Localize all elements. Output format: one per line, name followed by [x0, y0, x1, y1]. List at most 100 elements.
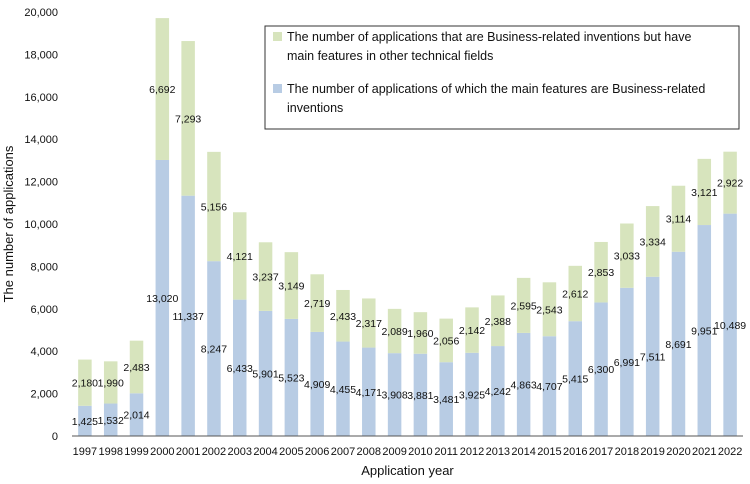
data-label-main-features: 6,433 [227, 363, 253, 375]
legend-swatch [273, 32, 282, 41]
data-label-other-fields: 2,922 [717, 178, 743, 190]
legend-label: main features in other technical fields [287, 49, 493, 63]
y-tick-label: 14,000 [24, 134, 58, 146]
y-tick-label: 4,000 [30, 346, 58, 358]
data-label-main-features: 13,020 [146, 293, 178, 305]
legend-label: inventions [287, 101, 343, 115]
data-label-other-fields: 2,142 [459, 325, 485, 337]
y-tick-label: 6,000 [30, 304, 58, 316]
x-tick-label: 2016 [563, 446, 587, 458]
y-tick-label: 12,000 [24, 177, 58, 189]
x-tick-label: 2014 [511, 446, 535, 458]
y-tick-label: 16,000 [24, 92, 58, 104]
y-tick-label: 0 [52, 431, 58, 443]
x-tick-label: 2019 [640, 446, 664, 458]
x-tick-label: 2017 [589, 446, 613, 458]
y-tick-label: 8,000 [30, 261, 58, 273]
data-label-other-fields: 3,237 [252, 272, 278, 284]
data-labels: 1,425 2,180 1,532 1,990 2,014 2,483 13,020 6,69… [72, 84, 747, 428]
legend-label: The number of applications that are Busi… [287, 30, 691, 44]
x-axis-title: Application year [361, 463, 454, 478]
x-tick-label: 2015 [537, 446, 561, 458]
data-label-main-features: 4,455 [330, 384, 356, 396]
x-tick-label: 2010 [408, 446, 432, 458]
data-label-other-fields: 1,960 [407, 328, 433, 340]
data-label-main-features: 8,247 [201, 344, 227, 356]
x-tick-label: 2012 [460, 446, 484, 458]
x-tick-label: 1999 [124, 446, 148, 458]
data-label-main-features: 4,171 [356, 387, 382, 399]
data-label-main-features: 2,014 [123, 410, 149, 422]
x-tick-label: 2002 [202, 446, 226, 458]
x-tick-label: 1997 [73, 446, 97, 458]
data-label-other-fields: 1,990 [98, 377, 124, 389]
y-tick-label: 18,000 [24, 49, 58, 61]
legend-label: The number of applications of which the … [287, 82, 705, 96]
data-label-main-features: 10,489 [714, 320, 746, 332]
data-label-main-features: 1,425 [72, 416, 98, 428]
x-tick-label: 2013 [486, 446, 510, 458]
data-label-main-features: 3,908 [381, 390, 407, 402]
data-label-other-fields: 3,114 [666, 214, 692, 226]
data-label-other-fields: 2,483 [123, 362, 149, 374]
x-tick-label: 2022 [718, 446, 742, 458]
data-label-main-features: 4,707 [536, 381, 562, 393]
x-tick-label: 2001 [176, 446, 200, 458]
x-tick-label: 2021 [692, 446, 716, 458]
x-tick-label: 2018 [615, 446, 639, 458]
data-label-other-fields: 2,612 [562, 289, 588, 301]
data-label-main-features: 5,901 [252, 368, 278, 380]
data-label-main-features: 3,925 [459, 389, 485, 401]
x-tick-label: 2006 [305, 446, 329, 458]
y-axis-ticks: 0 2,000 4,000 6,000 8,000 10,000 12,000 14,000 1… [24, 7, 58, 443]
data-label-main-features: 3,881 [407, 390, 433, 402]
x-axis-ticks: 1997199819992000200120022003200420052006… [73, 446, 743, 458]
data-label-main-features: 4,242 [485, 386, 511, 398]
data-label-other-fields: 2,543 [536, 304, 562, 316]
x-tick-label: 2004 [253, 446, 277, 458]
y-tick-label: 10,000 [24, 219, 58, 231]
data-label-other-fields: 3,334 [640, 236, 666, 248]
x-tick-label: 2005 [279, 446, 303, 458]
data-label-other-fields: 2,089 [381, 326, 407, 338]
data-label-main-features: 5,523 [278, 372, 304, 384]
x-tick-label: 2020 [666, 446, 690, 458]
data-label-other-fields: 2,388 [485, 316, 511, 328]
data-label-other-fields: 2,595 [510, 300, 536, 312]
data-label-other-fields: 2,719 [304, 298, 330, 310]
legend: The number of applications that are Busi… [265, 26, 739, 129]
data-label-main-features: 7,511 [640, 351, 666, 363]
data-label-main-features: 3,481 [433, 394, 459, 406]
x-tick-label: 2009 [382, 446, 406, 458]
x-tick-label: 2007 [331, 446, 355, 458]
data-label-main-features: 4,909 [304, 379, 330, 391]
data-label-other-fields: 7,293 [175, 113, 201, 125]
data-label-main-features: 5,415 [562, 374, 588, 386]
data-label-other-fields: 2,180 [72, 378, 98, 390]
data-label-other-fields: 4,121 [227, 251, 253, 263]
y-axis-title: The number of applications [1, 145, 16, 302]
y-tick-label: 2,000 [30, 389, 58, 401]
data-label-other-fields: 3,149 [278, 281, 304, 293]
data-label-main-features: 8,691 [665, 339, 691, 351]
x-tick-label: 2011 [434, 446, 458, 458]
data-label-main-features: 11,337 [172, 311, 203, 323]
y-tick-label: 20,000 [24, 7, 58, 19]
data-label-main-features: 6,991 [614, 357, 640, 369]
data-label-other-fields: 3,121 [691, 187, 717, 199]
data-label-other-fields: 2,317 [356, 318, 382, 330]
data-label-other-fields: 3,033 [614, 251, 640, 263]
data-label-other-fields: 6,692 [149, 84, 175, 96]
legend-swatch [273, 84, 282, 93]
data-label-other-fields: 2,853 [588, 267, 614, 279]
x-tick-label: 2008 [357, 446, 381, 458]
data-label-main-features: 4,863 [510, 379, 536, 391]
data-label-other-fields: 5,156 [201, 202, 227, 214]
data-label-main-features: 6,300 [588, 364, 614, 376]
x-tick-label: 2003 [228, 446, 252, 458]
x-tick-label: 1998 [98, 446, 122, 458]
x-tick-label: 2000 [150, 446, 174, 458]
data-label-other-fields: 2,433 [330, 311, 356, 323]
data-label-main-features: 1,532 [98, 415, 124, 427]
